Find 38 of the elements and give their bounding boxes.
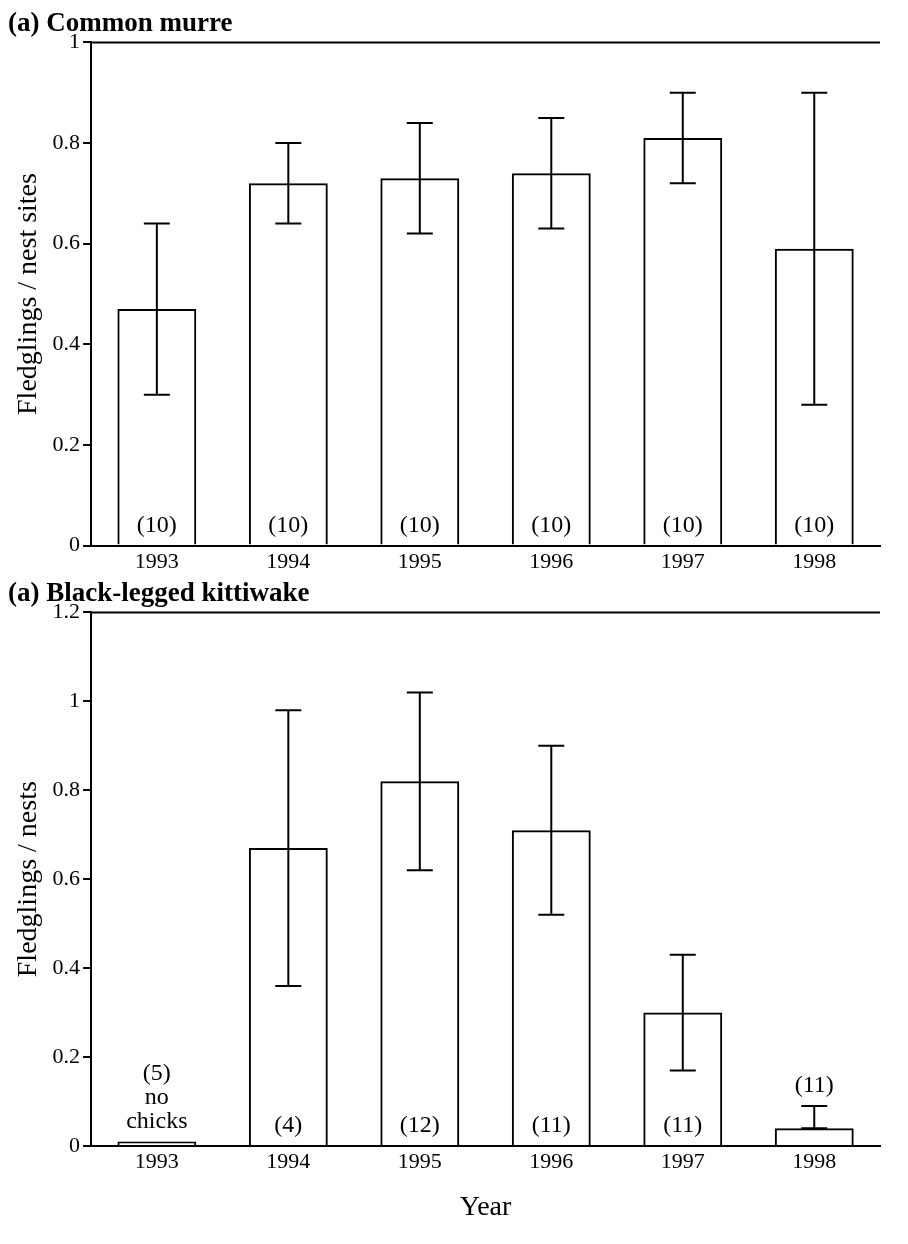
y-tick-label: 0 — [69, 1131, 81, 1157]
x-tick-label: 1993 — [134, 1147, 179, 1173]
annotation: (11) — [794, 1071, 834, 1098]
y-tick-label: 0.2 — [52, 1042, 81, 1068]
x-tick-label: 1998 — [792, 1147, 837, 1173]
y-tick-label: 0.8 — [52, 776, 81, 802]
y-tick-label: 0 — [69, 531, 81, 557]
x-tick-label: 1997 — [660, 1147, 705, 1173]
x-tick-label: 1993 — [134, 547, 179, 573]
annotation: (4) — [274, 1111, 303, 1138]
y-tick-label: 0.6 — [52, 864, 81, 890]
annotation: (11) — [531, 1111, 571, 1138]
x-axis-title: Year — [459, 1189, 513, 1221]
x-tick-label: 1996 — [529, 547, 574, 573]
annotation: (10) — [794, 510, 835, 537]
annotation: (5) no chicks — [126, 1058, 188, 1133]
y-tick-label: 1 — [69, 687, 81, 713]
x-tick-label: 1995 — [397, 1147, 442, 1173]
x-tick-label: 1996 — [529, 1147, 574, 1173]
y-tick-label: 0.4 — [52, 953, 81, 979]
y-tick-label: 0.4 — [52, 330, 81, 356]
annotation: (10) — [662, 510, 703, 537]
annotation: (12) — [399, 1111, 440, 1138]
y-tick-label: 0.2 — [52, 430, 81, 456]
x-tick-label: 1998 — [792, 547, 837, 573]
y-axis-title: Fledglings / nest sites — [11, 173, 43, 415]
annotation: (10) — [136, 510, 177, 537]
x-tick-label: 1995 — [397, 547, 442, 573]
x-tick-label: 1994 — [266, 1147, 311, 1173]
x-tick-label: 1997 — [660, 547, 705, 573]
annotation: (11) — [663, 1111, 703, 1138]
y-tick-label: 0.8 — [52, 128, 81, 154]
x-tick-label: 1994 — [266, 547, 311, 573]
y-tick-label: 0.6 — [52, 229, 81, 255]
y-axis-title: Fledglings / nests — [11, 781, 43, 978]
annotation: (10) — [399, 510, 440, 537]
annotation: (10) — [268, 510, 309, 537]
annotation: (10) — [531, 510, 572, 537]
